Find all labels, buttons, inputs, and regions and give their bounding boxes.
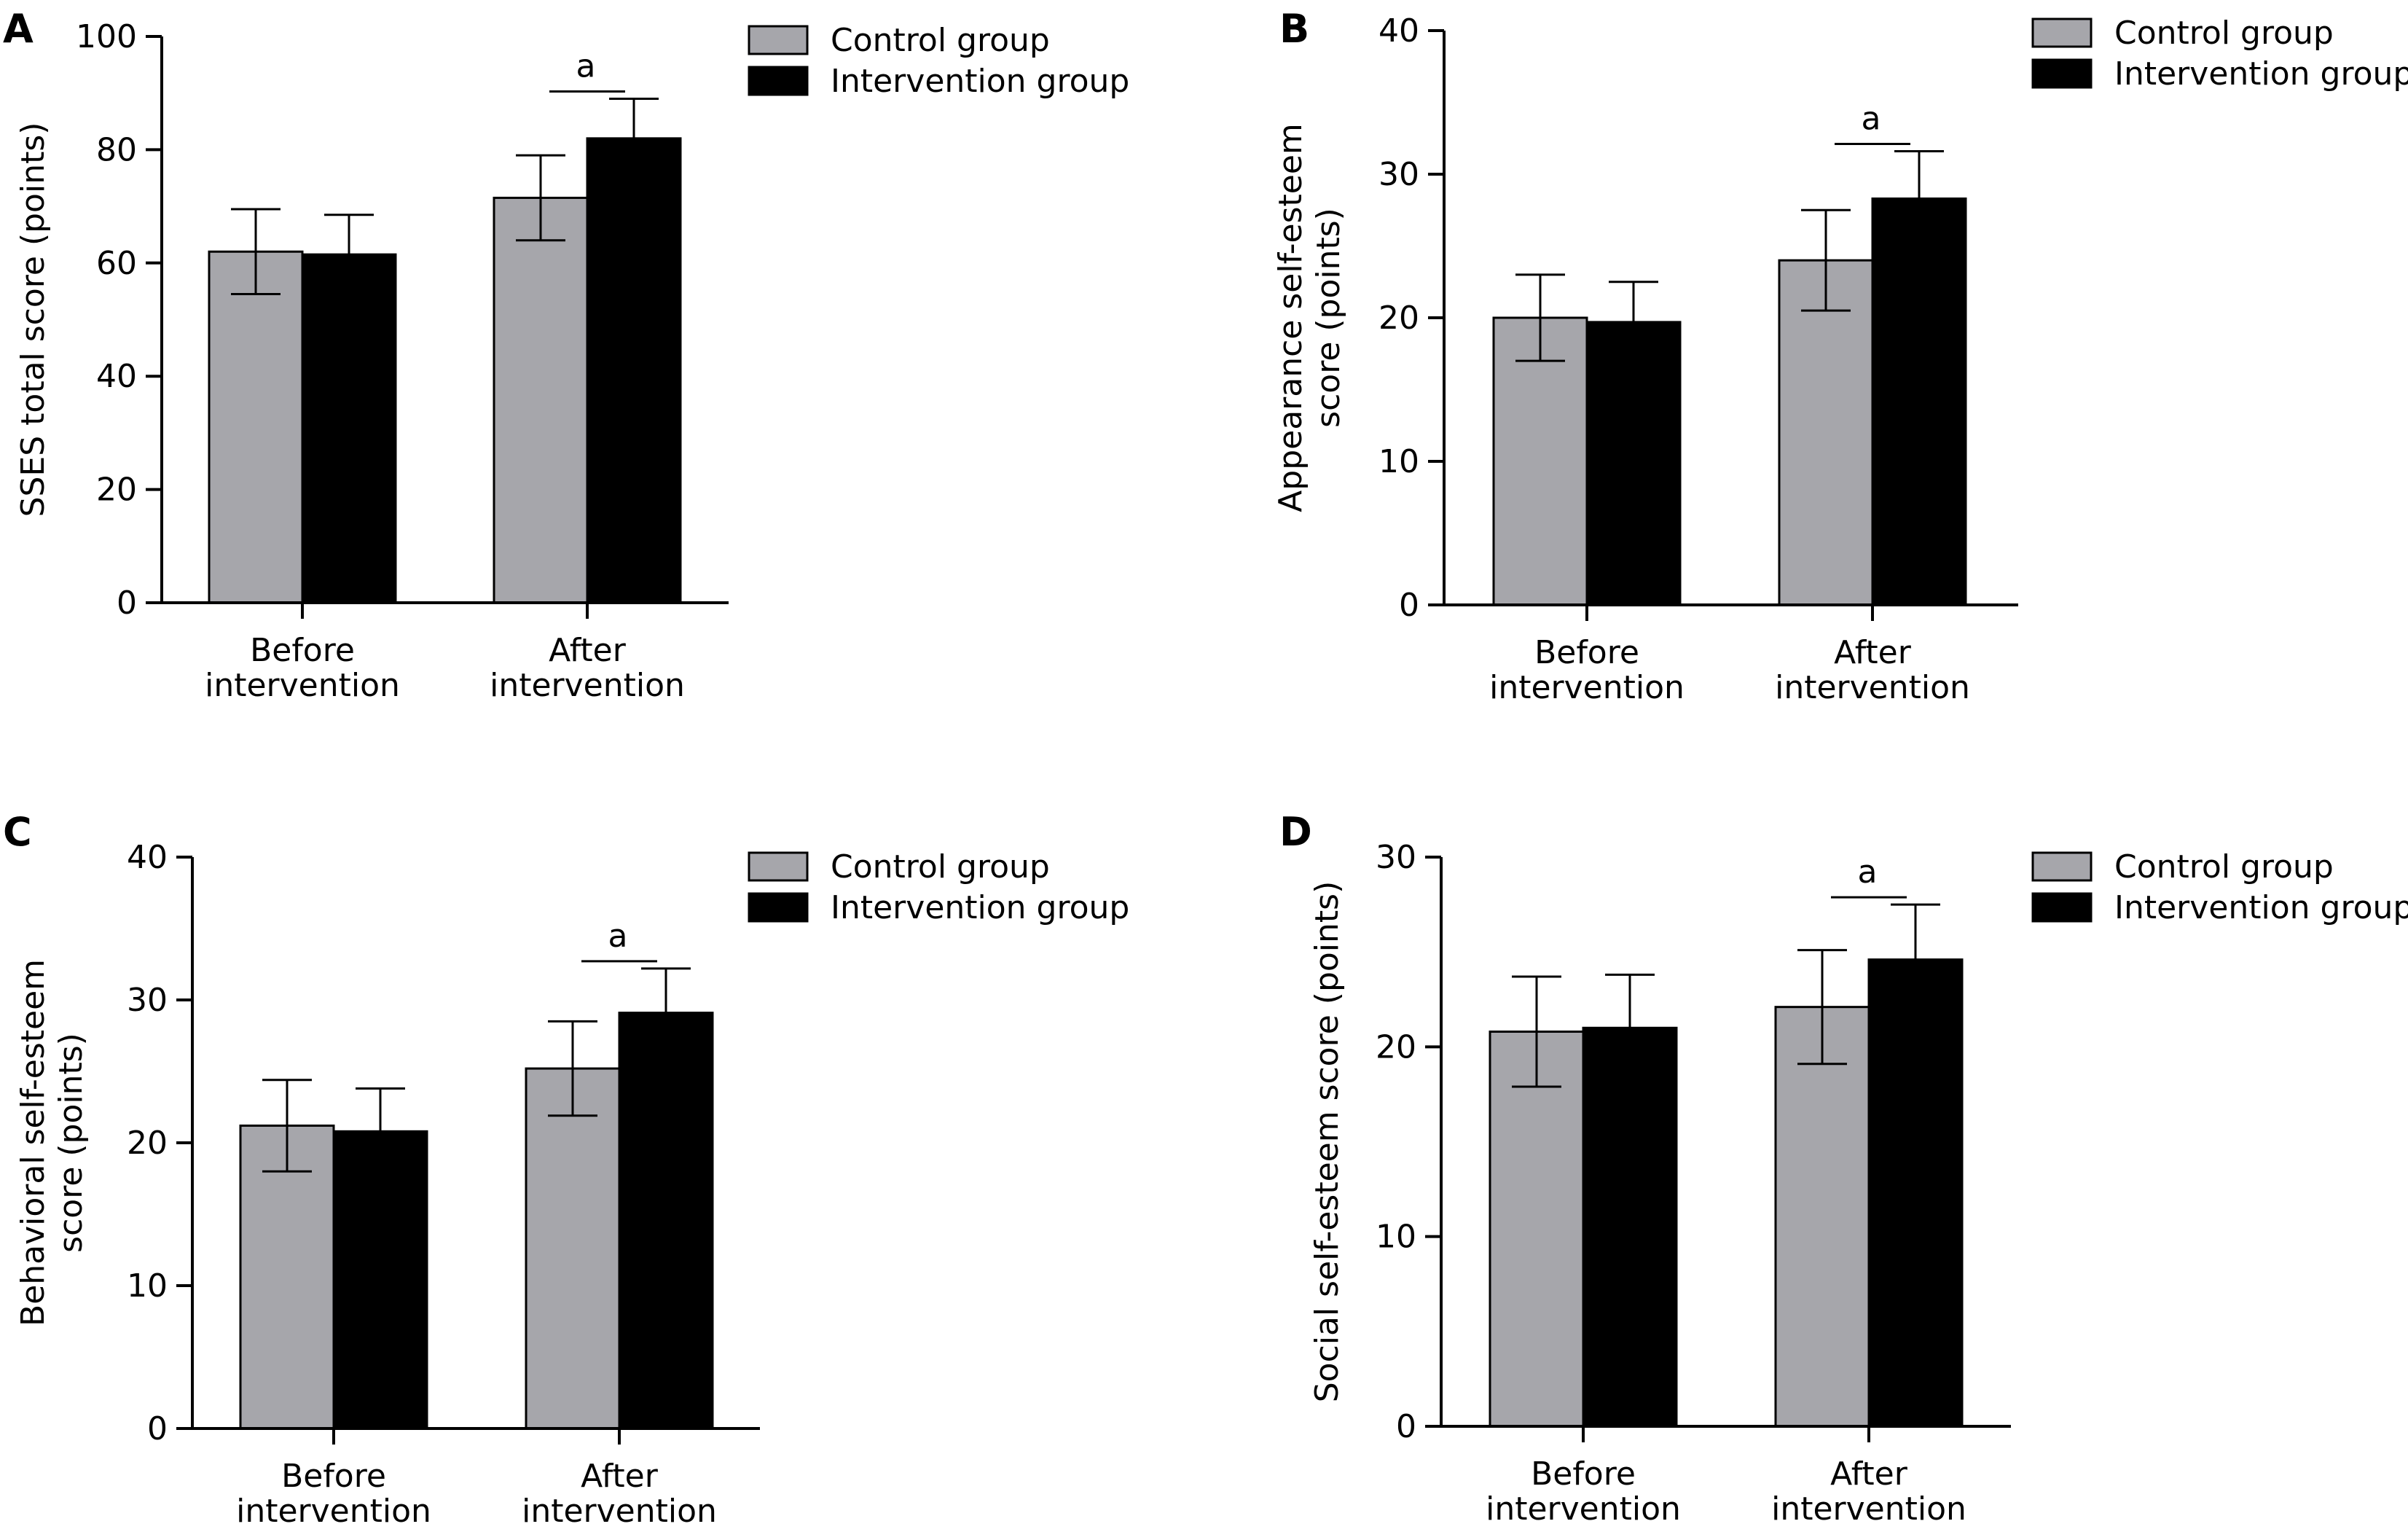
y-tick-label: 60 [96, 245, 137, 282]
x-tick-label: Before [1531, 1455, 1636, 1493]
y-tick-label: 0 [117, 585, 137, 622]
y-tick-label: 20 [127, 1125, 168, 1162]
bar-control [239, 1124, 335, 1430]
y-tick-label: 40 [1378, 12, 1419, 50]
legend-swatch-intervention [2031, 892, 2093, 923]
bar-intervention [1871, 197, 1967, 606]
legend-label: Intervention group [2114, 889, 2408, 926]
bar-control [493, 196, 589, 604]
x-tick-label: After [1834, 634, 1912, 671]
bar-intervention [332, 1130, 428, 1430]
y-axis-label: score (points) [1310, 208, 1347, 428]
x-tick-label: intervention [205, 667, 400, 704]
y-axis-label: Behavioral self-esteem [15, 959, 52, 1326]
y-tick-label: 0 [147, 1410, 168, 1447]
y-tick-label: 20 [96, 472, 137, 509]
bar-intervention [618, 1012, 714, 1430]
legend-label: Control group [831, 22, 1050, 59]
y-axis-label: Social self-esteem score (points) [1309, 881, 1346, 1403]
legend-label: Intervention group [831, 63, 1129, 100]
x-tick-label: After [1830, 1455, 1908, 1493]
panel-letter: C [3, 809, 32, 855]
bar-intervention [301, 253, 397, 604]
panel-c: C010203040BeforeinterventionAfterinterve… [3, 809, 1129, 1530]
legend-label: Intervention group [831, 889, 1129, 926]
bar-control [1778, 259, 1874, 606]
x-tick-label: intervention [490, 667, 685, 704]
panel-a: A020406080100BeforeinterventionAfterinte… [3, 6, 1129, 704]
y-tick-label: 100 [76, 18, 137, 55]
significance-label: a [1862, 100, 1881, 137]
legend-swatch-intervention [2031, 58, 2093, 89]
y-tick-label: 30 [1378, 156, 1419, 193]
panel-letter: A [3, 6, 34, 52]
bar-control [1492, 316, 1588, 606]
bar-intervention [1867, 958, 1964, 1428]
x-tick-label: intervention [236, 1493, 431, 1530]
panel-letter: B [1279, 6, 1309, 52]
legend-swatch-control [2031, 851, 2093, 882]
legend-label: Control group [2114, 15, 2334, 52]
y-axis-label: SSES total score (points) [15, 122, 52, 517]
bar-intervention [1582, 1026, 1678, 1428]
panel-d: D0102030BeforeinterventionAfterintervent… [1279, 809, 2408, 1528]
significance-label: a [608, 918, 628, 955]
y-tick-label: 20 [1376, 1028, 1416, 1066]
y-tick-label: 0 [1399, 587, 1419, 624]
y-tick-label: 40 [96, 358, 137, 395]
x-tick-label: intervention [522, 1493, 717, 1530]
x-tick-label: intervention [1771, 1490, 1966, 1528]
y-tick-label: 30 [127, 982, 168, 1019]
y-tick-label: 80 [96, 131, 137, 168]
x-tick-label: Before [1534, 634, 1639, 671]
panel-b: B010203040BeforeinterventionAfterinterve… [1272, 6, 2408, 706]
y-tick-label: 20 [1378, 300, 1419, 337]
panel-letter: D [1279, 809, 1312, 855]
x-tick-label: intervention [1489, 669, 1685, 706]
bar-control [1489, 1031, 1585, 1428]
y-tick-label: 0 [1396, 1408, 1416, 1445]
legend-swatch-control [748, 25, 809, 55]
x-tick-label: After [549, 632, 627, 669]
y-tick-label: 10 [1378, 443, 1419, 480]
x-tick-label: After [581, 1458, 659, 1495]
x-tick-label: Before [281, 1458, 386, 1495]
legend-swatch-control [2031, 17, 2093, 48]
x-tick-label: Before [250, 632, 355, 669]
legend-swatch-intervention [748, 892, 809, 923]
significance-label: a [576, 47, 596, 85]
legend-swatch-control [748, 851, 809, 882]
y-axis-label: score (points) [52, 1033, 90, 1253]
y-tick-label: 40 [127, 839, 168, 876]
x-tick-label: intervention [1775, 669, 1970, 706]
significance-label: a [1858, 853, 1878, 891]
bar-intervention [1585, 321, 1682, 606]
y-tick-label: 10 [127, 1267, 168, 1305]
bar-control [1774, 1006, 1870, 1428]
x-tick-label: intervention [1486, 1490, 1681, 1528]
legend-label: Intervention group [2114, 55, 2408, 93]
bar-control [525, 1067, 621, 1430]
legend-swatch-intervention [748, 66, 809, 96]
bar-control [208, 250, 304, 604]
y-axis-label: Appearance self-esteem [1272, 123, 1309, 512]
y-tick-label: 10 [1376, 1219, 1416, 1256]
legend-label: Control group [831, 848, 1050, 886]
bar-intervention [586, 137, 682, 604]
legend-label: Control group [2114, 848, 2334, 886]
y-tick-label: 30 [1376, 839, 1416, 876]
